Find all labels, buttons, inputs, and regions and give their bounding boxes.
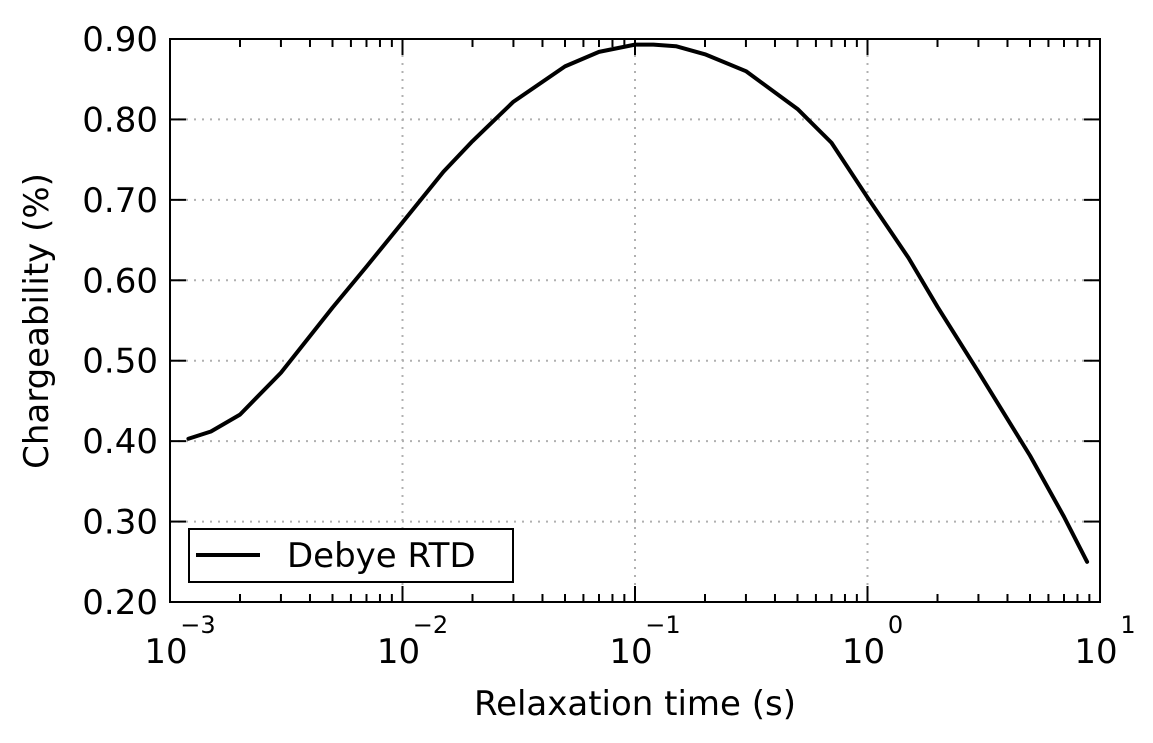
y-tick-label: 0.80: [82, 100, 158, 140]
y-tick-label: 0.90: [82, 20, 158, 60]
x-tick-exponent: 0: [888, 611, 903, 639]
x-tick-label: 10: [842, 632, 885, 672]
x-tick-exponent: −1: [645, 611, 680, 639]
x-tick-exponent: −2: [413, 611, 448, 639]
y-tick-label: 0.70: [82, 181, 158, 221]
legend-label: Debye RTD: [287, 536, 476, 576]
series-group: [186, 42, 1090, 564]
legend: Debye RTD: [188, 528, 514, 583]
y-axis-label: Chargeability (%): [17, 173, 57, 469]
y-tick-labels: 0.20 0.30 0.40 0.50 0.60 0.70 0.80 0.90: [82, 20, 158, 623]
y-tick-label: 0.40: [82, 422, 158, 462]
y-tick-label: 0.20: [82, 583, 158, 623]
x-tick-label: 10: [1074, 632, 1117, 672]
x-tick-label: 10: [144, 632, 187, 672]
grid-lines: [170, 39, 1100, 602]
x-axis-label: Relaxation time (s): [474, 684, 796, 724]
series-line-debye-rtd: [186, 42, 1090, 564]
x-tick-label: 10: [609, 632, 652, 672]
y-tick-label: 0.30: [82, 503, 158, 543]
plot-frame: [169, 38, 1101, 603]
y-tick-label: 0.50: [82, 342, 158, 382]
x-tick-label: 10: [377, 632, 420, 672]
x-tick-exponent: −3: [180, 611, 215, 639]
y-tick-label: 0.60: [82, 261, 158, 301]
x-tick-exponent: 1: [1120, 611, 1135, 639]
